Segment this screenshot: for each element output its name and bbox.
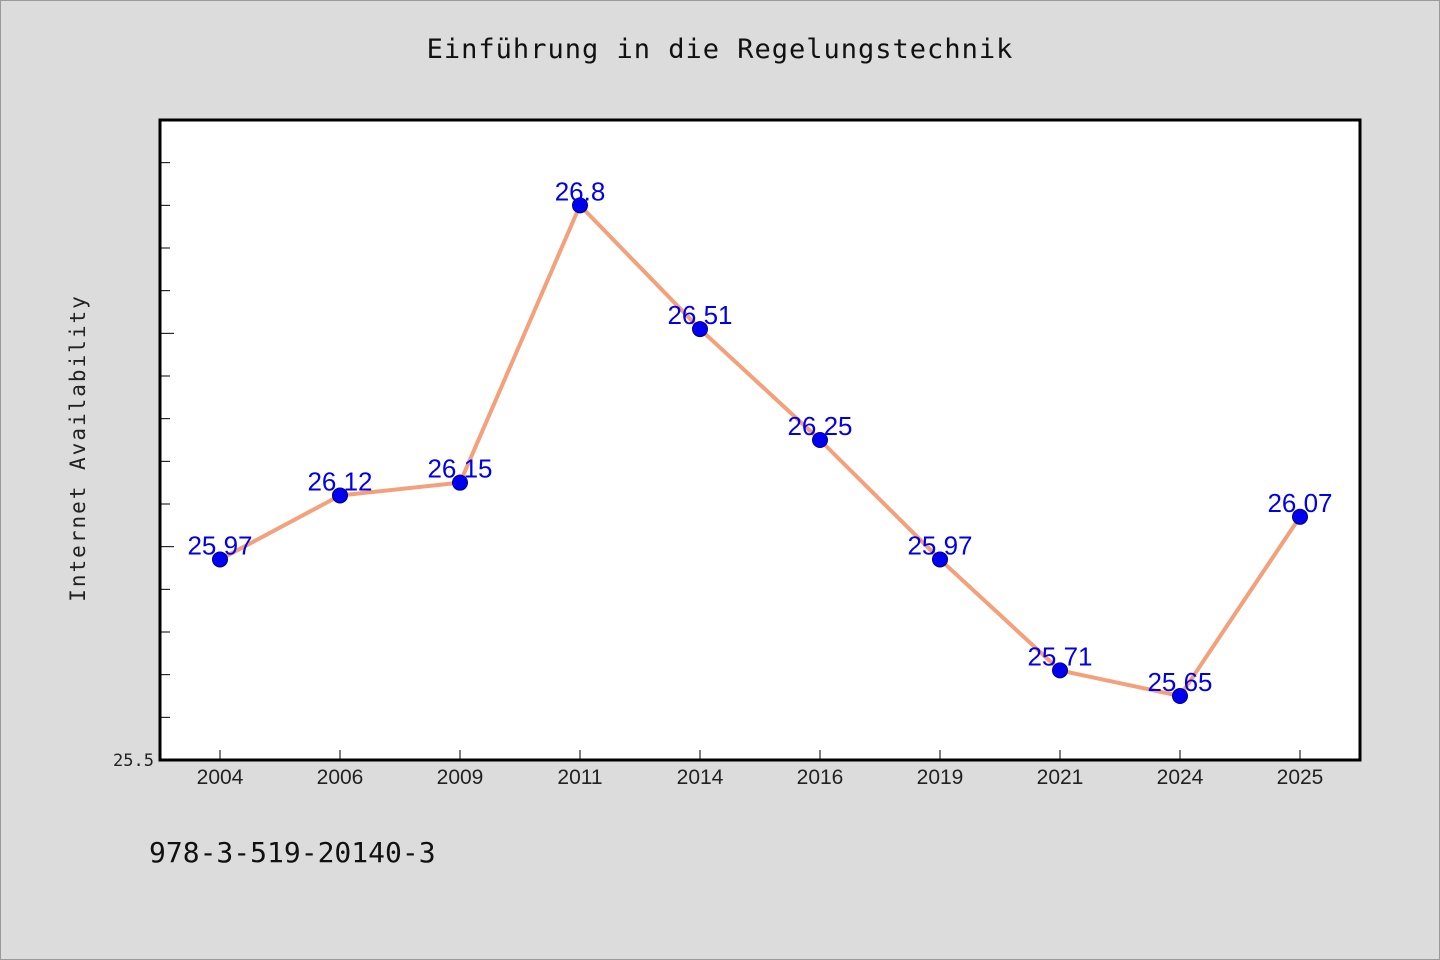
data-point [212,551,228,568]
x-tick-label: 2016 [797,766,844,789]
x-tick-label: 2006 [317,766,364,789]
data-label: 26.51 [667,300,732,330]
data-point [812,432,828,448]
data-label: 26.15 [427,454,492,484]
plot-area [158,118,1362,762]
data-label: 26.12 [307,466,372,496]
x-tick-label: 2011 [557,766,602,789]
chart-title: Einführung in die Regelungstechnik [426,34,1014,65]
x-tick-label: 2004 [197,766,244,789]
isbn-text: 978-3-519-20140-3 [149,836,436,869]
data-point [932,551,948,568]
data-label: 26.25 [787,411,852,441]
data-point [1172,688,1188,704]
x-tick-label: 2025 [1277,766,1324,789]
data-point [692,321,708,338]
data-point [572,197,588,214]
data-label: 25.97 [187,530,252,560]
data-point [1052,662,1068,679]
series-line [219,203,1302,698]
x-tick-label: 2024 [1157,766,1204,789]
x-tick-label: 2019 [917,766,964,789]
data-label: 25.65 [1147,667,1212,697]
data-label: 25.71 [1027,641,1092,671]
x-tick-label: 2009 [437,766,484,789]
x-tick-label: 2021 [1037,766,1084,789]
data-point [1292,508,1308,525]
data-point [452,474,468,491]
data-point [332,487,348,504]
y-tick-label: 25.5 [113,751,154,771]
data-label: 26.8 [555,176,606,206]
data-label: 26.07 [1267,488,1332,518]
x-tick-label: 2014 [677,766,724,789]
data-label: 25.97 [907,530,972,560]
